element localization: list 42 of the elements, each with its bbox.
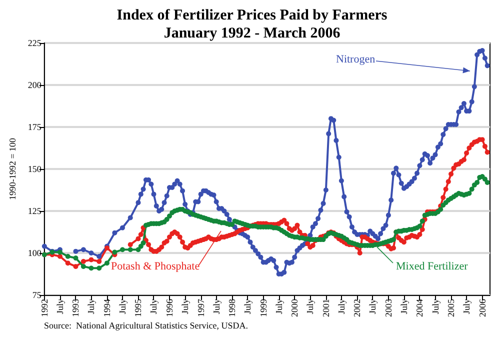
- series-label: Potash & Phosphate: [111, 260, 200, 272]
- x-tick-label: 1993: [70, 298, 81, 317]
- x-tick-label: July: [430, 298, 440, 314]
- x-tick-label: July: [398, 298, 409, 314]
- x-tick-label: 2000: [290, 298, 300, 317]
- chart-title: Index of Fertilizer Prices Paid by Farmers: [116, 8, 388, 24]
- source-note: Source: National Agricultural Statistics Service, USDA.: [44, 320, 248, 330]
- y-tick-label: 125: [28, 206, 42, 216]
- x-tick-label: July: [336, 298, 346, 314]
- y-tick-label: 200: [28, 80, 42, 90]
- text: Nitrogen: [336, 54, 376, 66]
- y-axis-title: 1990-1992 = 100: [8, 137, 18, 200]
- x-tick-label: July: [86, 298, 96, 314]
- y-tick-label: 100: [28, 248, 42, 258]
- x-tick-label: 2001: [320, 299, 331, 317]
- x-tick-label: 2003: [383, 298, 394, 317]
- x-tick-label: 1995: [133, 298, 144, 317]
- x-tick-label: July: [148, 298, 159, 314]
- x-tick-label: July: [180, 298, 190, 314]
- chart-subtitle: January 1992 - March 2006: [164, 26, 341, 42]
- x-tick-label: July: [368, 298, 378, 314]
- x-tick-label: 2002: [352, 299, 362, 317]
- x-tick-label: July: [242, 298, 253, 314]
- x-tick-label: 1996: [164, 298, 174, 317]
- x-tick-label: 1994: [102, 298, 112, 317]
- x-tick-label: 1992: [39, 299, 50, 317]
- x-tick-label: 1999: [258, 298, 268, 317]
- legend-label: Mixed Fertilizer: [396, 260, 468, 272]
- x-tick-label: 1997: [196, 298, 206, 317]
- x-tick-label: 1998: [227, 298, 238, 317]
- x-tick-label: 2006: [477, 298, 488, 317]
- y-tick-label: 175: [28, 122, 42, 132]
- y-tick-label: 150: [28, 164, 42, 174]
- x-tick-label: July: [462, 298, 472, 314]
- x-tick-label: July: [117, 298, 128, 314]
- x-tick-label: 2004: [414, 298, 425, 317]
- x-tick-label: July: [54, 298, 65, 314]
- x-tick-label: 2005: [446, 298, 456, 317]
- y-tick-label: 225: [28, 38, 42, 48]
- x-tick-label: July: [211, 298, 222, 314]
- x-tick-label: July: [305, 298, 316, 314]
- x-tick-label: July: [274, 298, 284, 314]
